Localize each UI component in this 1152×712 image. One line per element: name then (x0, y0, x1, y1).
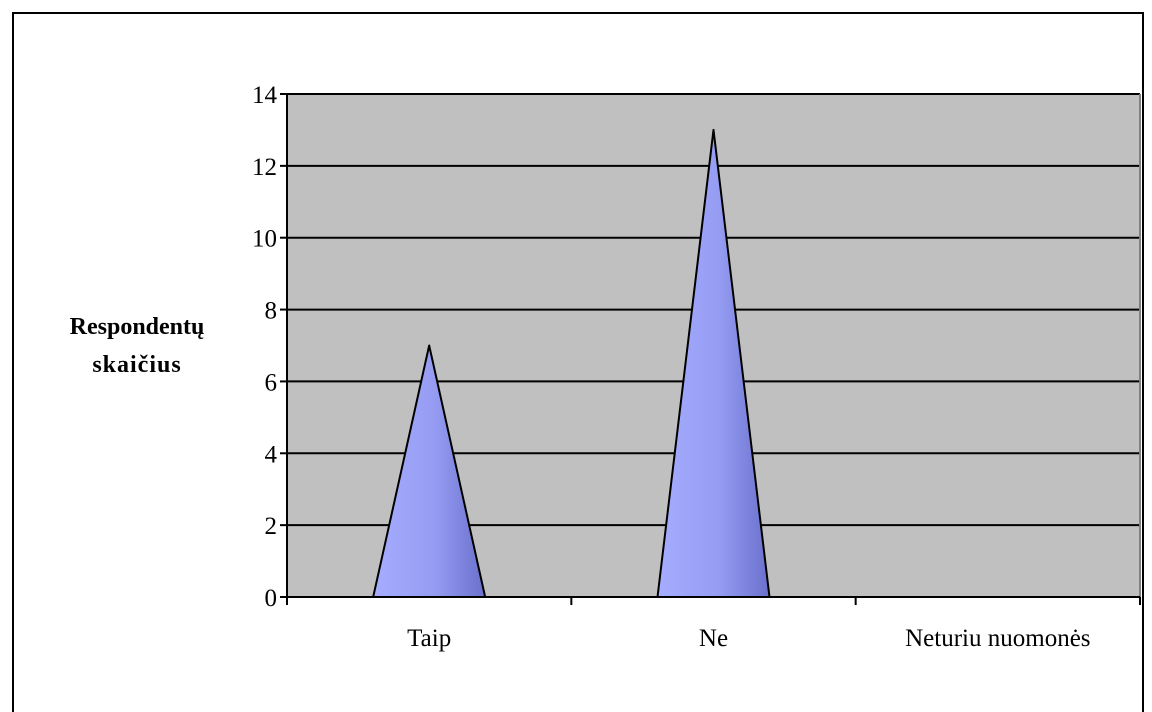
y-axis-title-line-2: skaičius (92, 352, 181, 378)
y-tick-label-0: 0 (265, 585, 278, 612)
y-tick-label-4: 4 (265, 441, 278, 468)
y-tick-labels: 0 2 4 6 8 10 12 14 (252, 82, 278, 612)
y-tick-label-12: 12 (252, 154, 277, 181)
x-tick-label-neturiu-nuomonės: Neturiu nuomonės (905, 625, 1090, 652)
y-tick-label-2: 2 (265, 513, 278, 540)
x-tick-label-taip: Taip (407, 625, 451, 652)
axes (280, 93, 1141, 605)
y-tick-label-10: 10 (252, 226, 277, 253)
x-tick-labels: Taip Ne Neturiu nuomonės (407, 625, 1090, 652)
y-tick-label-6: 6 (265, 369, 278, 396)
x-tick-label-ne: Ne (699, 625, 728, 652)
y-tick-label-14: 14 (252, 82, 278, 109)
y-axis-title-line-1: Respondentų (70, 314, 205, 340)
y-tick-label-8: 8 (265, 298, 278, 325)
